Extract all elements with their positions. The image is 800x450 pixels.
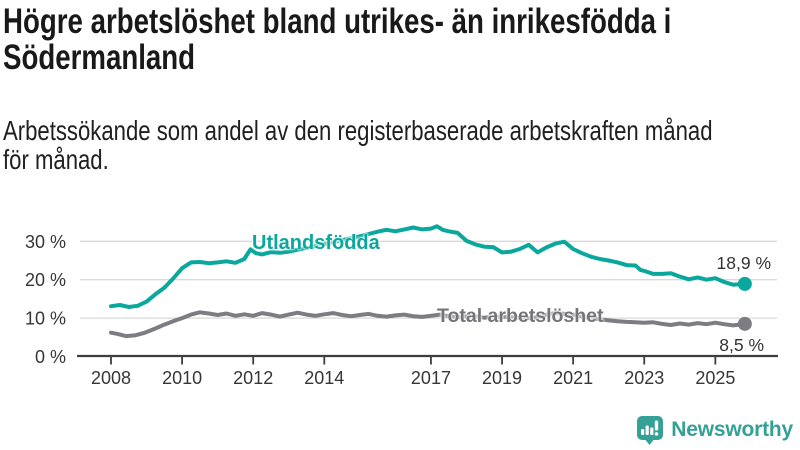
x-tick-label-2017: 2017: [411, 368, 451, 388]
series-label-total-arbetsloshet: Total arbetslöshet: [437, 305, 604, 327]
series-label-utlandsfodda: Utlandsfödda: [252, 232, 380, 254]
newsworthy-logo: Newsworthy: [636, 415, 793, 445]
subtitle-line-2: för månad.: [3, 144, 109, 175]
x-tick-label-2025: 2025: [695, 368, 735, 388]
subtitle-line-1: Arbetssökande som andel av den registerb…: [3, 115, 713, 146]
x-tick-label-2014: 2014: [304, 368, 344, 388]
y-tick-label-10: 10 %: [25, 309, 66, 329]
y-tick-label-20: 20 %: [25, 270, 66, 290]
y-tick-label-0: 0 %: [35, 347, 66, 367]
x-tick-label-2008: 2008: [91, 368, 131, 388]
title-line-1: Högre arbetslöshet bland utrikes- än inr…: [3, 2, 672, 41]
end-value-label-utlandsfodda: 18,9 %: [716, 253, 771, 273]
x-tick-label-2021: 2021: [553, 368, 593, 388]
series-end-dot-0: [737, 276, 752, 291]
newsworthy-wordmark: Newsworthy: [671, 418, 793, 441]
x-tick-label-2010: 2010: [162, 368, 202, 388]
x-tick-label-2012: 2012: [233, 368, 273, 388]
x-tick-label-2023: 2023: [624, 368, 664, 388]
y-tick-label-30: 30 %: [25, 232, 66, 252]
series-line-1: [109, 310, 747, 339]
series-line-0: [109, 224, 747, 309]
newsworthy-logo-icon: [637, 416, 664, 445]
chart-subtitle: Arbetssökande som andel av den registerb…: [3, 116, 712, 174]
page-title: Högre arbetslöshet bland utrikes- än inr…: [3, 4, 671, 76]
x-tick-label-2019: 2019: [482, 368, 522, 388]
series-end-dot-1: [737, 316, 752, 331]
title-line-2: Södermanland: [3, 38, 196, 77]
end-value-label-total: 8,5 %: [719, 335, 764, 355]
